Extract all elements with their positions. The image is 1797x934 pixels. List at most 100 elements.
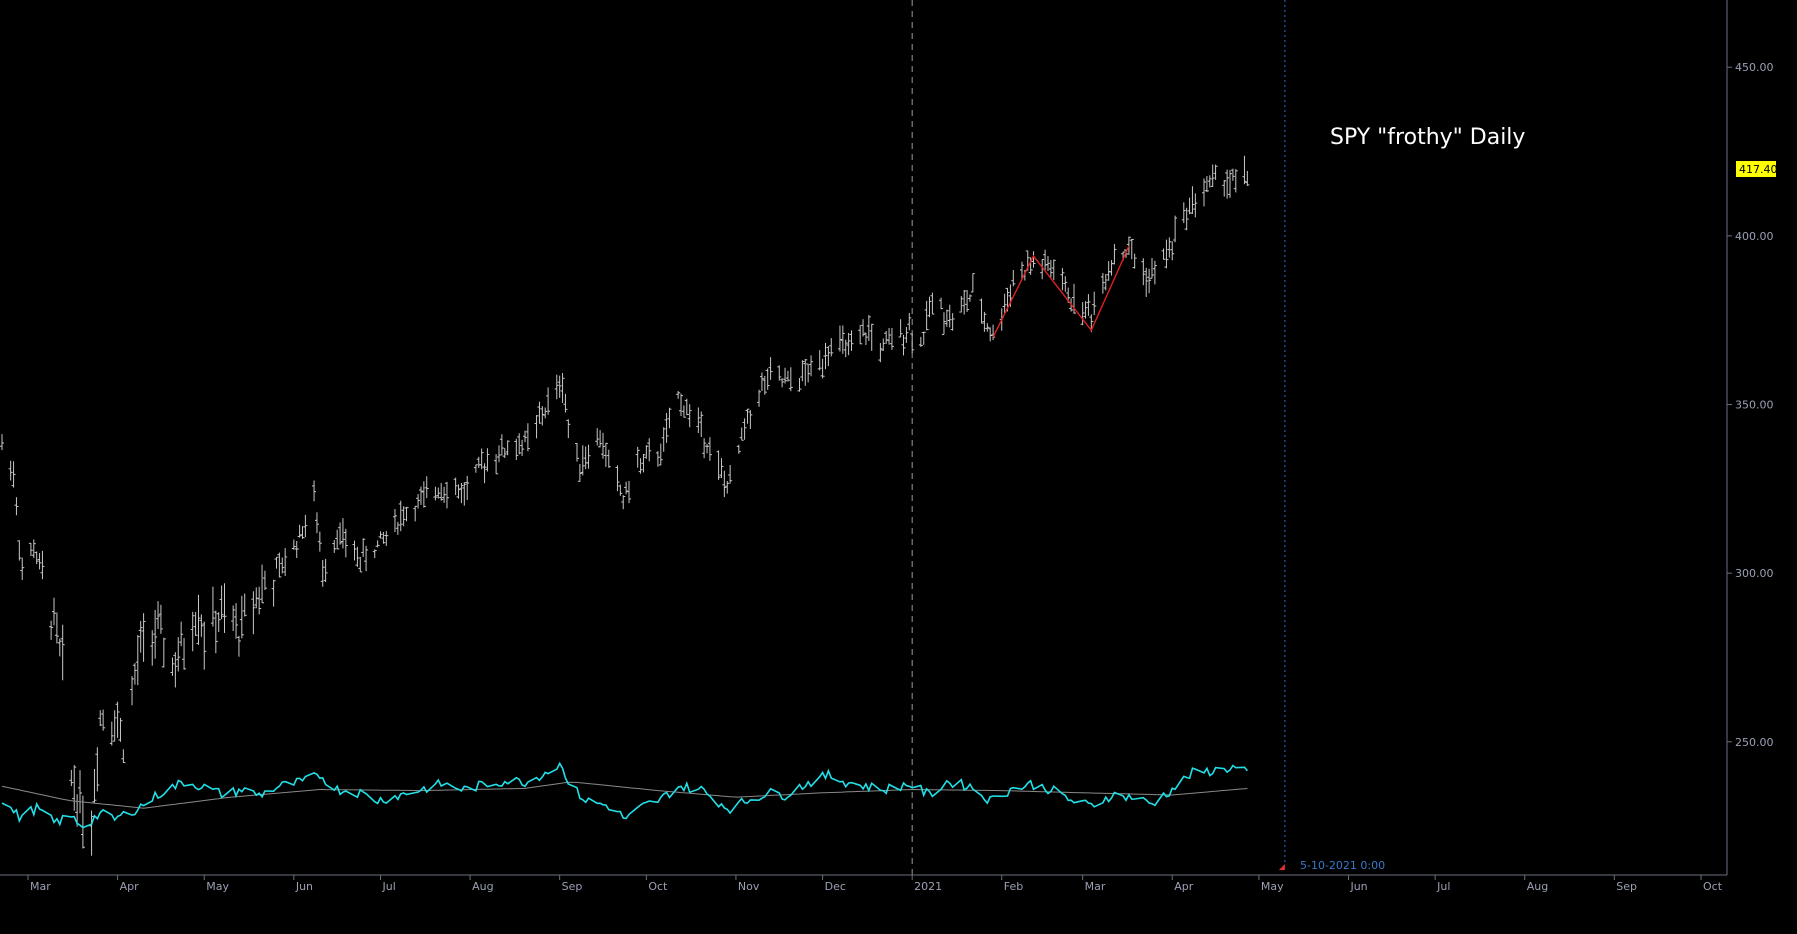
price-bar (546, 387, 551, 415)
price-bar (1126, 236, 1131, 256)
price-bar (843, 339, 848, 358)
price-bar (109, 721, 114, 746)
price-bar (28, 542, 33, 557)
price-bar (777, 365, 782, 381)
price-bar (210, 586, 215, 627)
price-bar (502, 447, 507, 458)
price-bar (1141, 258, 1146, 286)
price-bar (878, 343, 883, 363)
price-bar (924, 300, 929, 331)
price-bar (861, 319, 866, 337)
price-bar (1112, 244, 1117, 265)
chart-title: SPY "frothy" Daily (1330, 125, 1525, 150)
x-tick-label: Jul (382, 880, 396, 893)
price-bar (580, 445, 585, 476)
price-bar (1164, 239, 1169, 269)
price-bar (560, 372, 565, 404)
price-bar (112, 710, 117, 742)
price-bar (1222, 180, 1227, 197)
price-bar (950, 313, 955, 331)
price-bar (647, 438, 652, 462)
price-bar (575, 443, 579, 462)
price-bar (667, 407, 672, 429)
y-tick-label: 350.00 (1735, 399, 1774, 412)
price-bar (1207, 175, 1212, 188)
price-bar (707, 437, 712, 461)
price-bar (705, 444, 710, 454)
price-bar (525, 423, 530, 452)
price-bar (444, 481, 449, 509)
price-bar (384, 531, 389, 546)
price-bar (364, 545, 369, 572)
price-bar (858, 324, 863, 345)
price-bar (687, 404, 692, 428)
price-bar (566, 419, 571, 439)
price-bar (1129, 238, 1134, 260)
price-bar (317, 531, 322, 552)
price-bar (837, 325, 842, 352)
price-bar (1210, 164, 1215, 187)
price-bar (745, 408, 750, 424)
price-bar (182, 638, 187, 670)
price-bar (1230, 168, 1235, 181)
price-bar (335, 529, 340, 550)
price-bar (739, 427, 744, 441)
price-bar (1144, 267, 1149, 297)
price-bar (473, 464, 478, 473)
price-bar (621, 495, 626, 510)
price-bar (52, 597, 57, 626)
x-tick-label: Jun (1349, 880, 1367, 893)
price-bar (392, 509, 397, 533)
price-bar (78, 770, 83, 814)
price-bar (372, 549, 377, 559)
price-bar (150, 630, 155, 666)
price-bar (479, 448, 484, 470)
price-bar (40, 550, 45, 580)
x-tick-label: May (1261, 880, 1284, 893)
price-bar (759, 372, 764, 392)
price-bar (291, 539, 296, 550)
price-bar (699, 411, 704, 438)
price-bar (251, 591, 256, 635)
oscillator-signal-line (1, 781, 1248, 809)
price-bar (332, 540, 337, 553)
price-bar (11, 461, 16, 488)
price-bar (456, 484, 461, 499)
price-bar (300, 526, 305, 539)
price-bar (765, 368, 770, 390)
price-bar (277, 552, 282, 578)
price-bar (970, 273, 975, 293)
price-bar (918, 336, 923, 347)
price-bar (1048, 259, 1053, 278)
price-bar (98, 710, 103, 727)
price-bar (557, 375, 562, 398)
price-bar (982, 311, 987, 332)
price-bar (219, 585, 224, 620)
price-bar (563, 393, 568, 413)
price-bar (193, 612, 198, 636)
price-bar (170, 657, 175, 676)
price-bar (624, 481, 629, 495)
price-bar (661, 427, 666, 452)
price-bar (534, 415, 539, 439)
price-bar (494, 454, 499, 475)
price-bar (783, 367, 788, 384)
price-bar (1147, 268, 1152, 294)
x-tick-label: Nov (738, 880, 760, 893)
price-bar (658, 443, 663, 466)
price-bar (173, 652, 178, 688)
price-bar (14, 497, 19, 516)
price-bar (627, 480, 632, 504)
price-bar (904, 326, 909, 343)
price-bar (1092, 291, 1097, 316)
price-bar (17, 540, 22, 561)
price-bar (809, 355, 814, 377)
price-bar (375, 540, 380, 548)
x-tick-label: Sep (562, 880, 583, 893)
price-bar (1086, 294, 1091, 316)
price-bar (358, 556, 363, 573)
x-tick-label: Aug (472, 880, 493, 893)
price-bar (823, 342, 828, 370)
price-bar (254, 587, 259, 609)
y-tick-label: 300.00 (1735, 567, 1774, 580)
